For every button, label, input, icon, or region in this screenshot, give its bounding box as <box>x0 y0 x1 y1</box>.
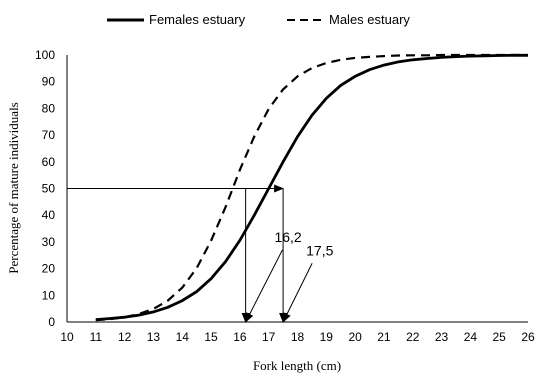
x-tick-label: 22 <box>406 330 420 344</box>
y-axis-title: Percentage of mature individuals <box>6 102 21 273</box>
legend-label-males: Males estuary <box>329 12 410 27</box>
y-tick-label: 40 <box>42 208 56 222</box>
x-axis-title: Fork length (cm) <box>253 358 341 373</box>
x-tick-label: 24 <box>464 330 478 344</box>
y-tick-label: 80 <box>42 101 56 115</box>
x-tick-label: 19 <box>320 330 334 344</box>
annotation-label-1: 16,2 <box>274 229 301 245</box>
x-tick-label: 11 <box>90 330 103 344</box>
label-arrow-2 <box>282 263 313 323</box>
x-tick-label: 15 <box>204 330 218 344</box>
y-tick-label: 90 <box>42 75 56 89</box>
x-tick-label: 16 <box>233 330 247 344</box>
y-tick-labels: 0 10 20 30 40 50 60 70 80 90 100 <box>35 48 55 329</box>
series-line-females <box>95 53 528 321</box>
y-tick-label: 30 <box>42 235 56 249</box>
y-tick-label: 100 <box>35 48 55 62</box>
x-tick-label: 12 <box>118 330 132 344</box>
legend: Females estuary Males estuary <box>107 12 410 27</box>
x-tick-label: 26 <box>521 330 535 344</box>
x-tick-label: 18 <box>291 330 305 344</box>
y-tick-label: 10 <box>42 288 56 302</box>
x-tick-label: 23 <box>435 330 449 344</box>
label-arrow-1 <box>245 249 283 323</box>
x-tick-label: 20 <box>348 330 362 344</box>
x-tick-label: 25 <box>493 330 507 344</box>
x-tick-label: 21 <box>377 330 391 344</box>
y-tick-label: 0 <box>48 315 55 329</box>
legend-label-females: Females estuary <box>149 12 246 27</box>
annotations: 16,2 17,5 <box>67 184 334 323</box>
y-tick-label: 60 <box>42 155 56 169</box>
x-tick-label: 14 <box>176 330 190 344</box>
series-line-males <box>95 53 528 322</box>
x-tick-label: 10 <box>60 330 74 344</box>
x-tick-label: 17 <box>262 330 276 344</box>
y-tick-label: 50 <box>42 182 56 196</box>
y-tick-label: 70 <box>42 128 56 142</box>
x-tick-labels: 10 11 12 13 14 15 16 17 18 19 20 21 22 23 24 25 26 <box>60 330 535 344</box>
x-tick-label: 13 <box>147 330 161 344</box>
y-tick-label: 20 <box>42 262 56 276</box>
annotation-label-2: 17,5 <box>306 242 333 258</box>
